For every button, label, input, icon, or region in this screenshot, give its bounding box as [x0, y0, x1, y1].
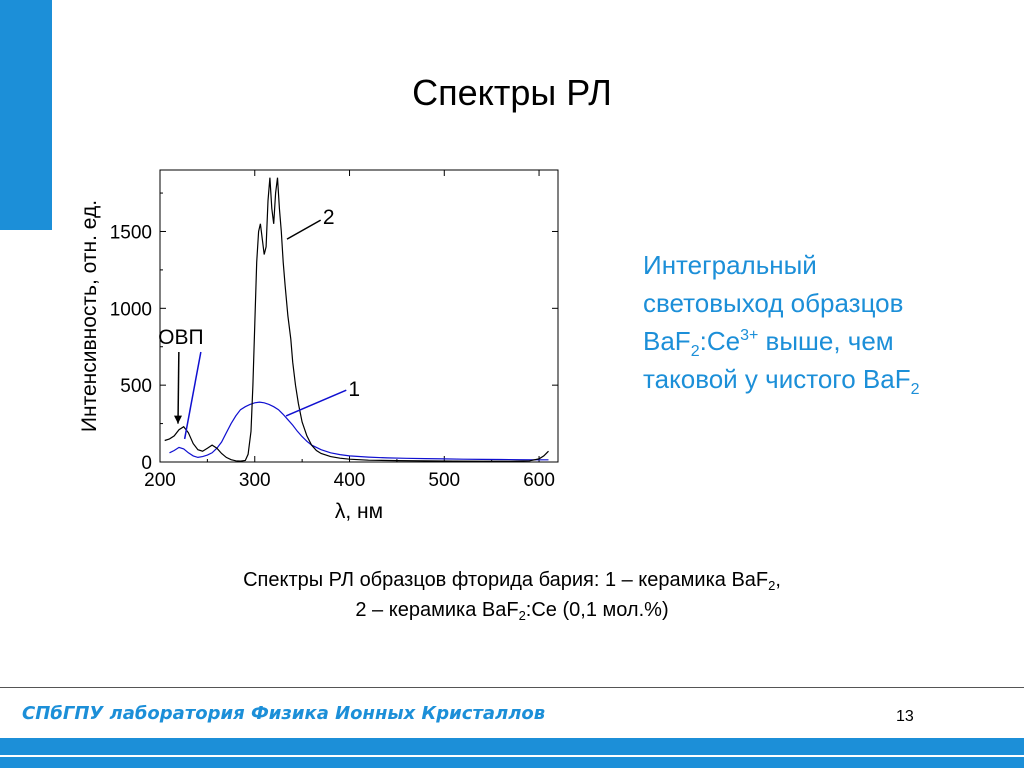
footer-divider: [0, 687, 1024, 688]
note-line-1: Интегральный: [643, 250, 817, 280]
slide-title: Спектры РЛ: [412, 72, 612, 113]
ovp-arrowhead: [174, 415, 183, 424]
x-tick-label: 500: [428, 470, 460, 491]
y-tick-label: 500: [120, 376, 152, 397]
annotation-ovp: ОВП: [158, 326, 203, 349]
footer-bar: [0, 738, 1024, 768]
x-axis-label: λ, нм: [335, 500, 383, 523]
ovp-arrow-black: [177, 351, 180, 424]
y-tick-label: 1500: [110, 222, 152, 243]
chart-canvas: 200 300 400 500 600 0 500 1000 1500 λ, нм Интенсив…: [78, 169, 559, 523]
caption-line-1: Спектры РЛ образцов фторида бария: 1 – к…: [243, 569, 781, 593]
x-tick-label: 300: [239, 470, 271, 491]
note-line-2: световыход образцов: [643, 288, 904, 318]
series-line-1: [169, 401, 549, 461]
series-line-2: [164, 177, 549, 462]
plot-frame: [159, 169, 559, 463]
annotation-curve-1: 1: [348, 378, 360, 401]
y-axis-label: Интенсивность, отн. ед.: [78, 200, 101, 432]
page-number: 13: [896, 708, 914, 725]
footer-lab-name: СПбГПУ лаборатория Физика Ионных Кристал…: [22, 703, 546, 724]
accent-corner-block: [0, 0, 52, 230]
note-line-4: таковой у чистого BaF2: [643, 364, 920, 398]
curve-2-leader: [286, 219, 322, 240]
note-line-3: BaF2:Ce3+ выше, чем: [643, 326, 894, 360]
integral-output-note: Интегральный световыход образцов BaF2:Ce…: [643, 246, 1003, 398]
figure-caption: Спектры РЛ образцов фторида бария: 1 – к…: [0, 565, 1024, 625]
y-tick-label: 1000: [110, 299, 152, 320]
x-tick-label: 200: [144, 470, 176, 491]
x-tick-label: 400: [334, 470, 366, 491]
curve-1-leader: [285, 389, 347, 417]
caption-line-2: 2 – керамика BaF2:Ce (0,1 мол.%): [355, 599, 669, 623]
ovp-leader-blue: [183, 351, 202, 440]
x-tick-label: 600: [523, 470, 555, 491]
y-tick-label: 0: [141, 453, 152, 474]
spectra-chart: 200 300 400 500 600 0 500 1000 1500 λ, нм Интенсив…: [60, 160, 580, 530]
annotation-curve-2: 2: [323, 206, 335, 229]
